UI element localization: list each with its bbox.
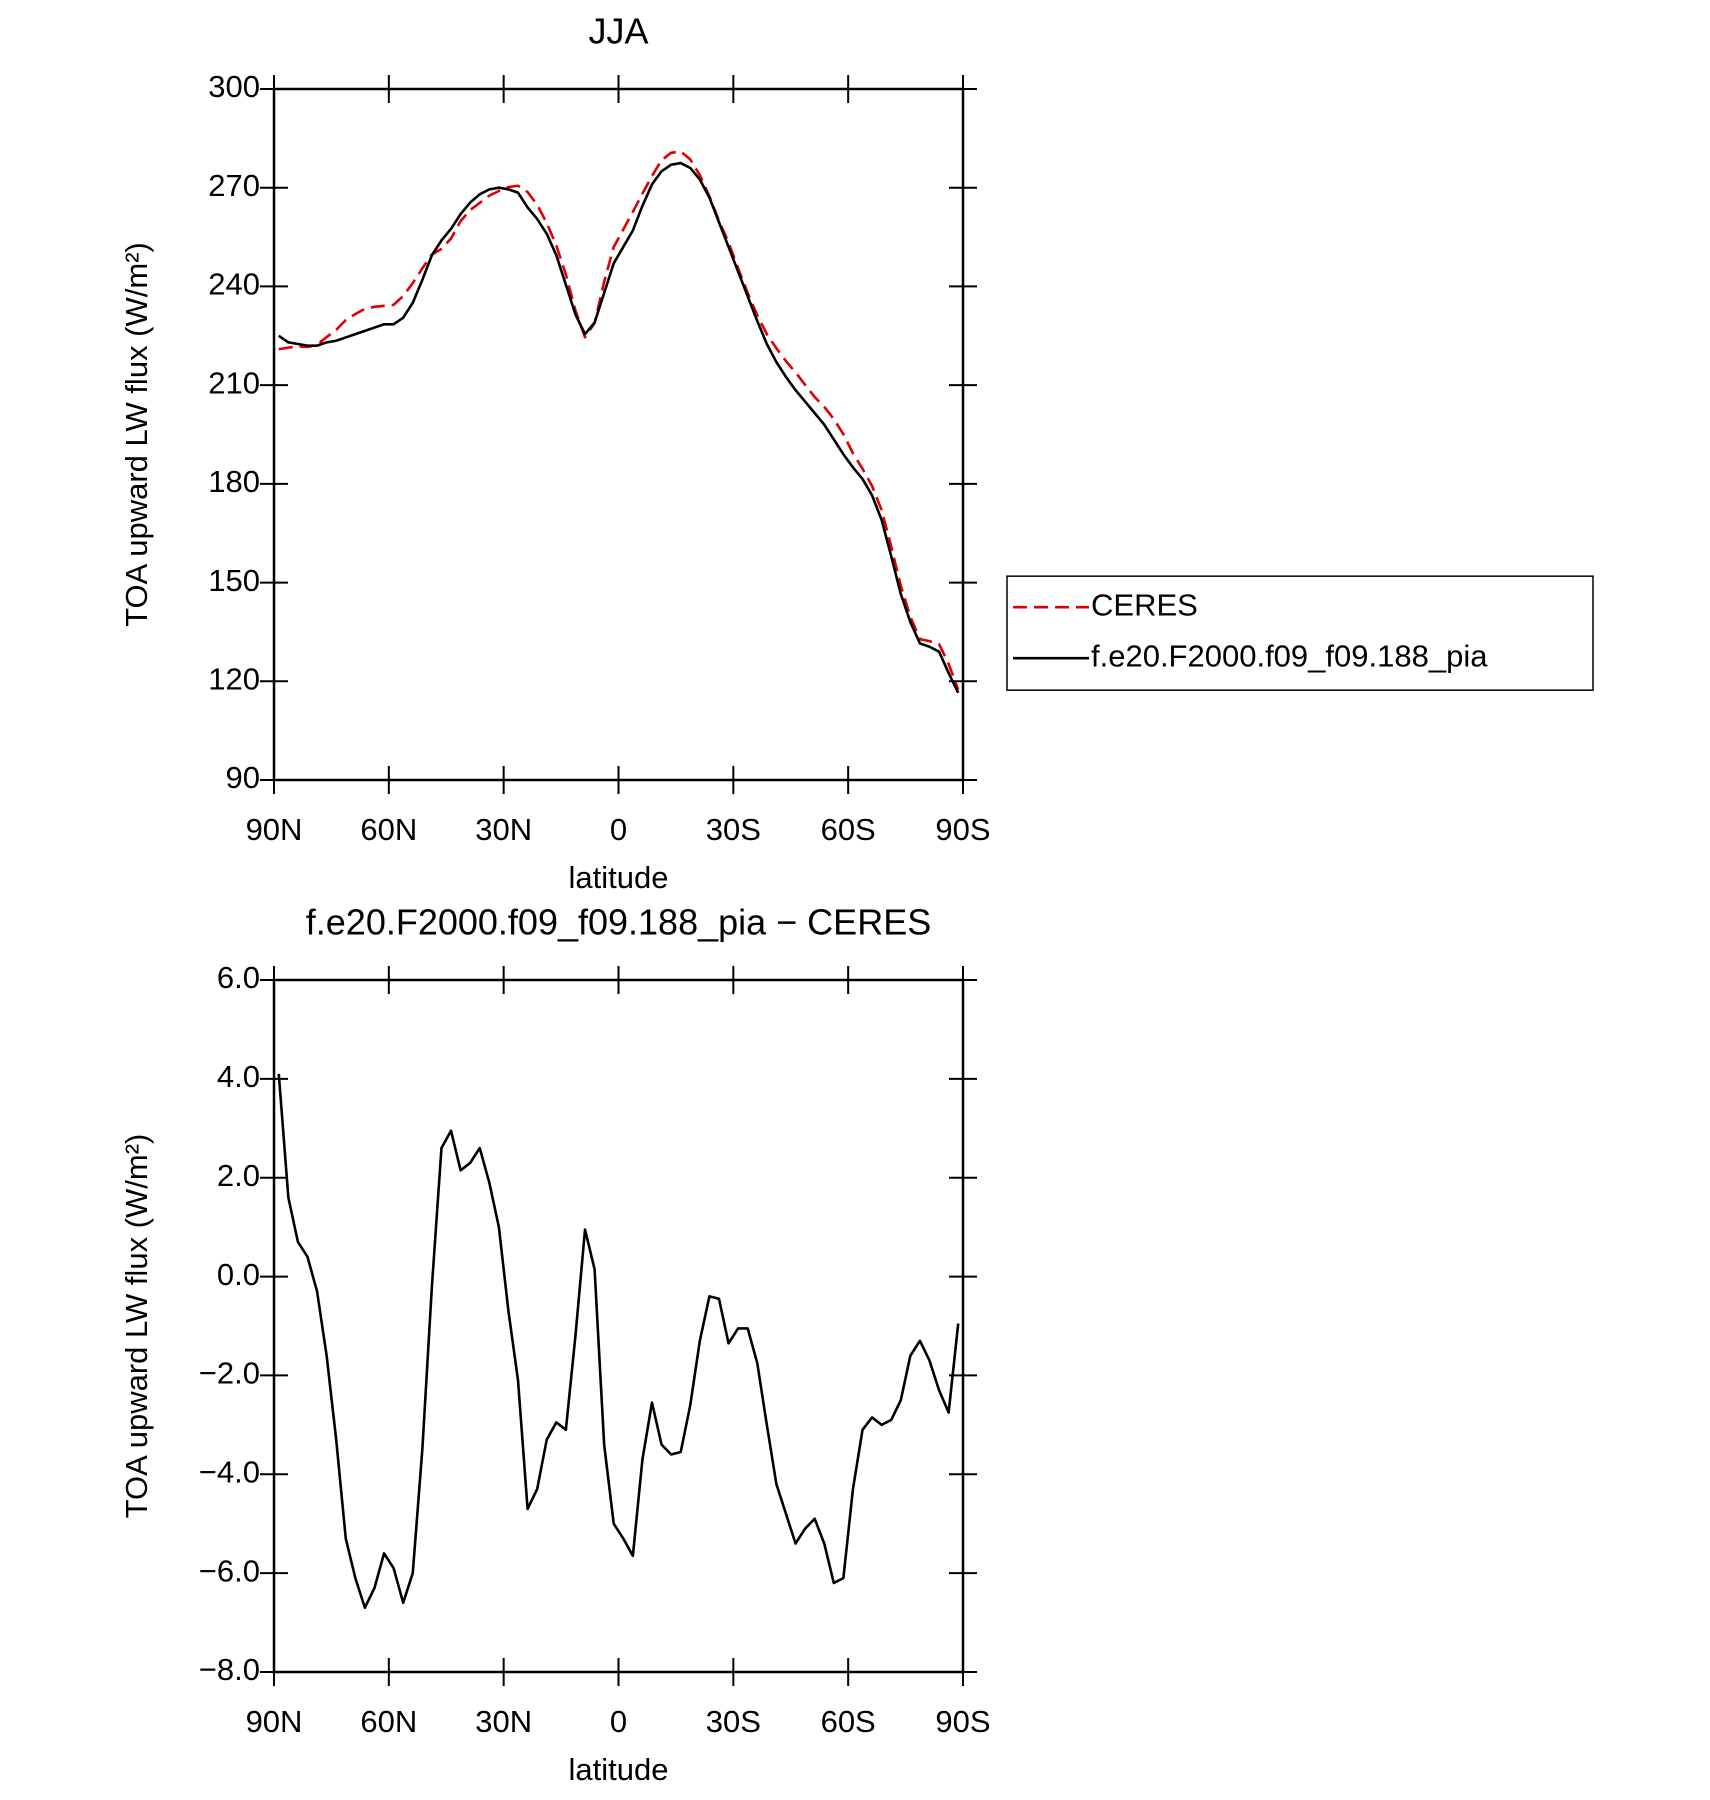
x-tick-label: 60N: [360, 1704, 417, 1739]
y-tick-label: 0.0: [217, 1257, 260, 1292]
y-axis-label: TOA upward LW flux (W/m²): [119, 1134, 154, 1519]
x-axis-label: latitude: [569, 860, 669, 895]
y-tick-label: 120: [208, 661, 260, 696]
data-line: [278, 150, 960, 691]
x-tick-label: 90S: [935, 812, 990, 847]
x-tick-label: 30S: [706, 1704, 761, 1739]
y-tick-label: −2.0: [199, 1356, 260, 1391]
x-tick-label: 30N: [475, 1704, 532, 1739]
chart-title: f.e20.F2000.f09_f09.188_pia − CERES: [306, 902, 931, 943]
legend-label: f.e20.F2000.f09_f09.188_pia: [1091, 638, 1488, 673]
y-tick-label: −4.0: [199, 1454, 260, 1489]
y-tick-label: 180: [208, 464, 260, 499]
data-line: [277, 1073, 960, 1610]
data-line: [278, 161, 960, 694]
y-tick-label: −6.0: [199, 1553, 260, 1588]
x-tick-label: 0: [610, 1704, 627, 1739]
x-tick-label: 60N: [360, 812, 417, 847]
y-tick-label: 270: [208, 168, 260, 203]
plot-frame: [272, 978, 965, 1674]
y-tick-label: 90: [226, 760, 260, 795]
y-tick-label: 6.0: [217, 960, 260, 995]
x-tick-label: 30S: [706, 812, 761, 847]
x-tick-label: 60S: [821, 812, 876, 847]
x-tick-label: 0: [610, 812, 627, 847]
y-tick-label: 300: [208, 69, 260, 104]
plot-frame: [272, 87, 965, 782]
y-tick-label: 2.0: [217, 1158, 260, 1193]
y-tick-label: 240: [208, 267, 260, 302]
x-tick-label: 90S: [935, 1704, 990, 1739]
x-tick-label: 30N: [475, 812, 532, 847]
legend-box: [1006, 575, 1594, 691]
x-tick-label: 60S: [821, 1704, 876, 1739]
y-axis-label: TOA upward LW flux (W/m²): [119, 242, 154, 627]
y-tick-label: 150: [208, 563, 260, 598]
y-tick-label: −8.0: [199, 1652, 260, 1687]
x-axis-label: latitude: [569, 1752, 669, 1787]
y-tick-label: 210: [208, 365, 260, 400]
x-tick-label: 90N: [246, 812, 303, 847]
chart-title: JJA: [588, 11, 648, 52]
legend-label: CERES: [1091, 587, 1198, 622]
x-tick-label: 90N: [246, 1704, 303, 1739]
y-tick-label: 4.0: [217, 1059, 260, 1094]
